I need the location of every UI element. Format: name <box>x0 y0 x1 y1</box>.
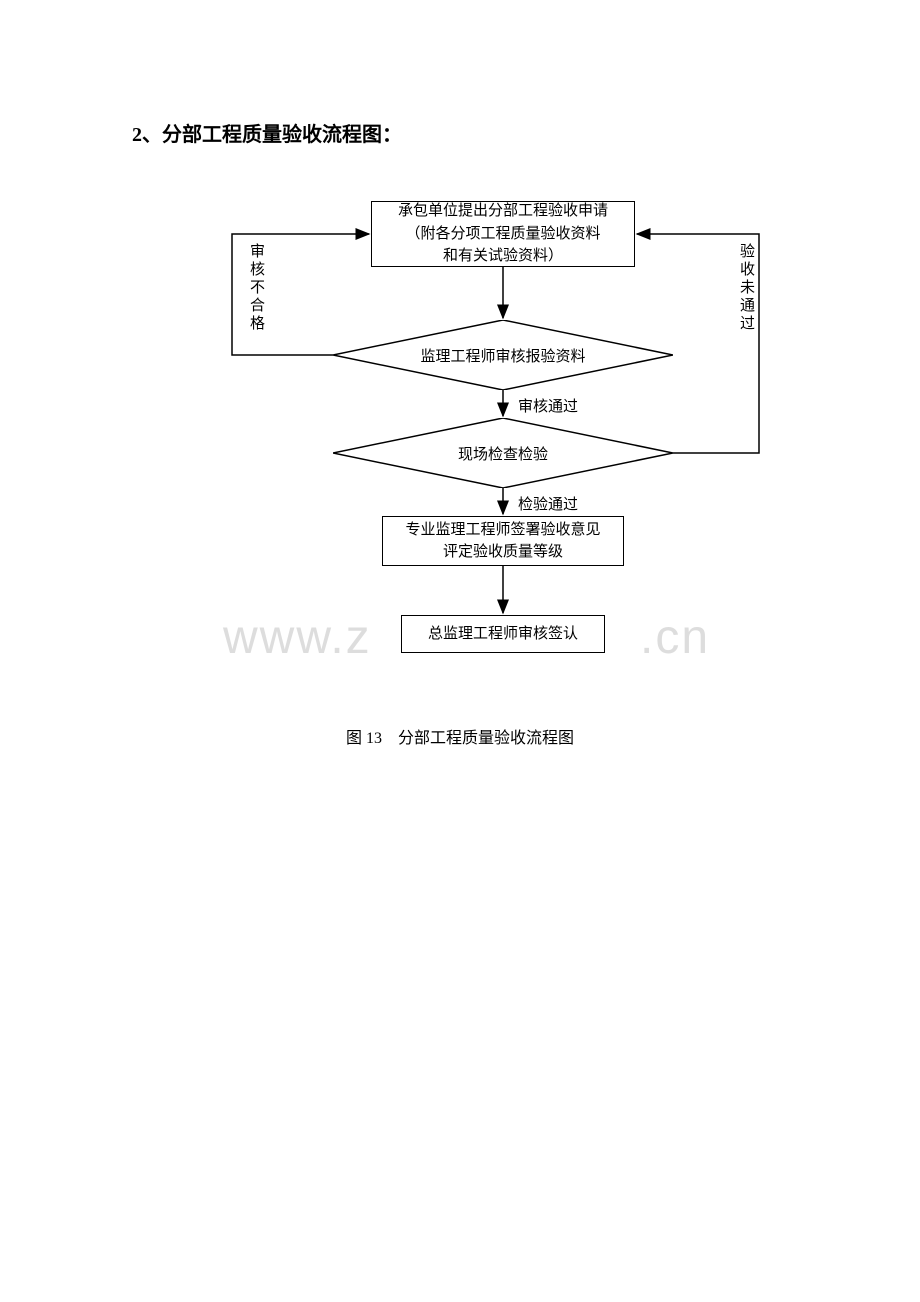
flowchart-container: www.z .cn 承包单位提出分部工程验收申请（附各分项工程质量验收资料和有关… <box>0 0 920 700</box>
watermark-left: www.z <box>223 610 372 665</box>
label-inspection-pass: 检验通过 <box>518 493 578 514</box>
node-review-text: 监理工程师审核报验资料 <box>333 320 673 390</box>
node-review: 监理工程师审核报验资料 <box>333 320 673 390</box>
node-inspection: 现场检查检验 <box>333 418 673 488</box>
label-review-pass: 审核通过 <box>518 395 578 416</box>
figure-caption: 图 13 分部工程质量验收流程图 <box>0 724 920 748</box>
watermark-right: .cn <box>640 610 710 665</box>
node-chief-approve: 总监理工程师审核签认 <box>401 615 605 653</box>
node-sign-opinion-text: 专业监理工程师签署验收意见评定验收质量等级 <box>405 519 600 564</box>
node-application-text: 承包单位提出分部工程验收申请（附各分项工程质量验收资料和有关试验资料） <box>398 200 608 268</box>
label-acceptance-fail: 验收未通过 <box>736 243 757 333</box>
label-review-fail: 审核不合格 <box>246 243 267 333</box>
node-application: 承包单位提出分部工程验收申请（附各分项工程质量验收资料和有关试验资料） <box>371 201 635 267</box>
node-sign-opinion: 专业监理工程师签署验收意见评定验收质量等级 <box>382 516 624 566</box>
node-inspection-text: 现场检查检验 <box>333 418 673 488</box>
node-chief-approve-text: 总监理工程师审核签认 <box>428 623 578 646</box>
